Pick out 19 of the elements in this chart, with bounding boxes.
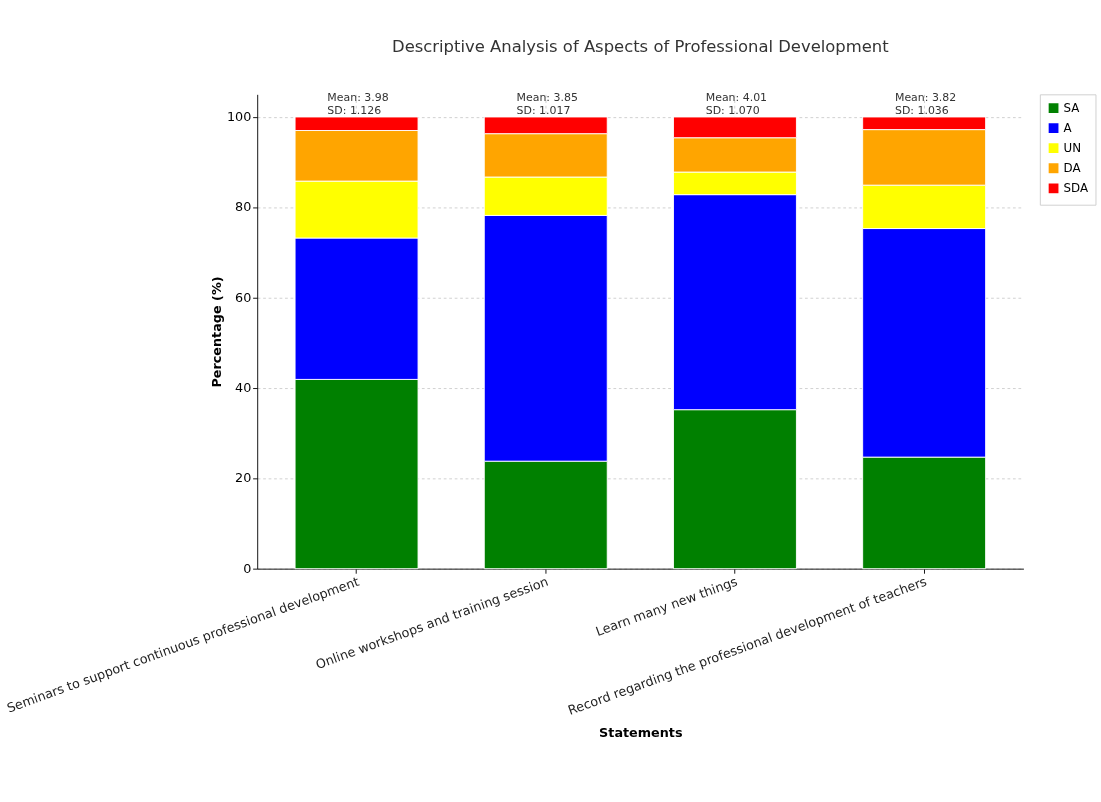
- y-tick-label: 0: [243, 560, 252, 576]
- y-tick-label: 40: [235, 380, 252, 396]
- legend-label: DA: [1063, 160, 1081, 175]
- x-axis-title: Statements: [599, 724, 683, 740]
- legend-label: SA: [1063, 100, 1080, 115]
- y-tick-label: 80: [235, 199, 252, 215]
- legend-label: UN: [1063, 140, 1082, 155]
- x-tick-label: Learn many new things: [593, 573, 740, 639]
- legend-label: SDA: [1063, 180, 1089, 195]
- annotation: Mean: 3.85 SD: 1.017: [516, 91, 578, 118]
- y-tick-label: 100: [226, 109, 252, 125]
- y-axis-title: Percentage (%): [208, 276, 224, 388]
- y-tick-label: 20: [235, 470, 252, 486]
- chart-title: Descriptive Analysis of Aspects of Professional Development: [392, 37, 890, 57]
- legend-label: A: [1063, 120, 1072, 135]
- annotation: Mean: 3.98 SD: 1.126: [327, 91, 389, 118]
- annotation: Mean: 3.82 SD: 1.036: [894, 91, 957, 118]
- y-tick-label: 60: [235, 289, 252, 305]
- annotation: Mean: 4.01 SD: 1.070: [705, 91, 768, 118]
